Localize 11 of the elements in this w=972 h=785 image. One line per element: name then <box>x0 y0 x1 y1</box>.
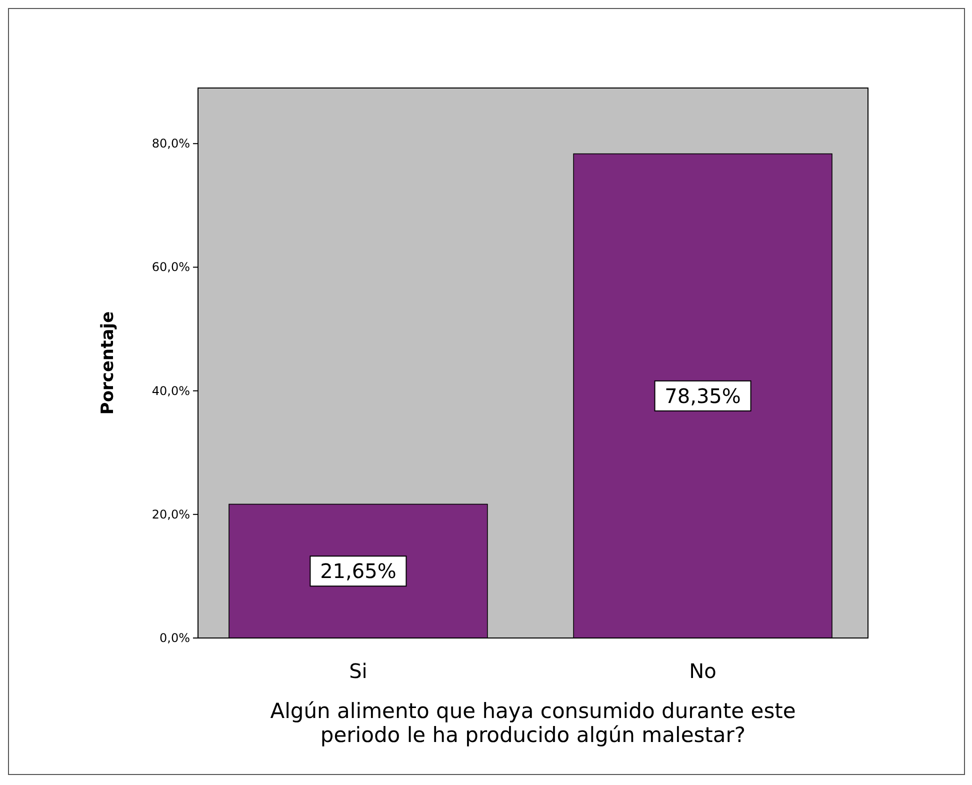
data-label: 21,65% <box>320 559 396 584</box>
y-tick-label: 40,0% <box>152 384 190 398</box>
x-tick-label: No <box>689 659 716 683</box>
y-axis-title: Porcentaje <box>98 311 118 415</box>
y-tick-label: 0,0% <box>160 631 190 645</box>
x-tick-label: Si <box>349 659 368 683</box>
x-axis-title: Algún alimento que haya consumido durante este periodo le ha producido algún malestar? <box>270 699 796 747</box>
data-label: 78,35% <box>664 384 741 408</box>
y-tick-label: 20,0% <box>152 507 190 522</box>
y-tick-label: 60,0% <box>152 260 190 274</box>
y-tick-label: 80,0% <box>152 136 190 151</box>
